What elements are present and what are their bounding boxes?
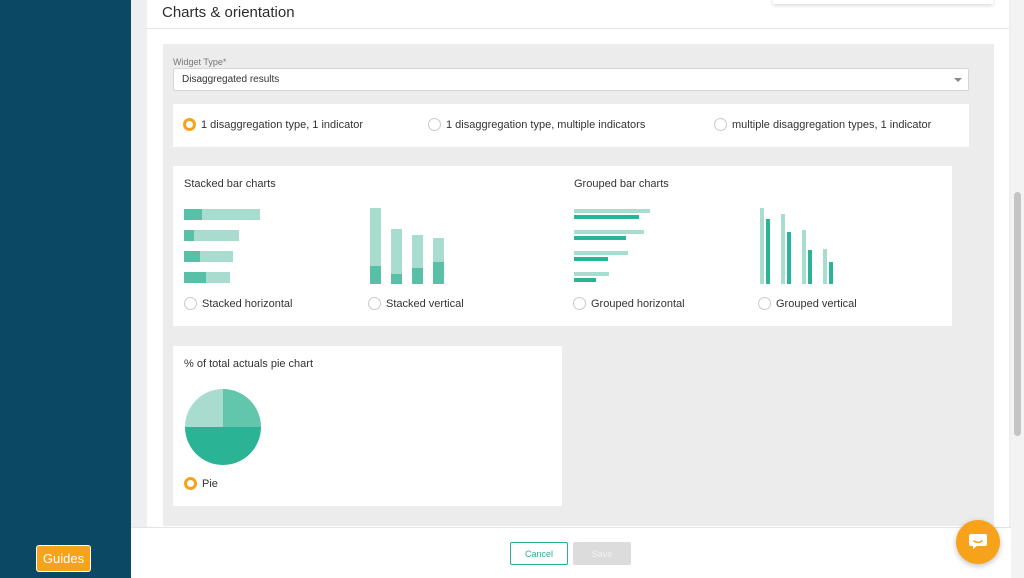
mode-option-label: 1 disaggregation type, multiple indicato… [446, 118, 646, 131]
option-label: Stacked vertical [386, 297, 464, 310]
mode-option-multi-indicators[interactable]: 1 disaggregation type, multiple indicato… [428, 118, 645, 131]
grouped-horizontal-option[interactable]: Grouped horizontal [573, 297, 685, 310]
pie-chart-icon [185, 389, 261, 465]
radio-unselected[interactable] [184, 297, 197, 310]
mode-radio-group: 1 disaggregation type, 1 indicator 1 dis… [173, 104, 969, 147]
pie-heading: % of total actuals pie chart [184, 358, 314, 370]
grouped-vertical-chart-icon [760, 208, 833, 284]
stacked-horizontal-chart-icon [184, 209, 260, 283]
pie-chart-box: % of total actuals pie chart Pie [173, 346, 562, 506]
pie-option[interactable]: Pie [184, 477, 218, 490]
radio-unselected[interactable] [714, 118, 727, 131]
grouped-horizontal-chart-icon [574, 209, 650, 282]
option-label: Grouped vertical [776, 297, 857, 310]
scrollbar[interactable] [1011, 0, 1024, 578]
mode-option-label: multiple disaggregation types, 1 indicat… [732, 118, 932, 131]
divider [147, 28, 1009, 29]
main-area: Charts & orientation Widget Type* Disagg… [131, 0, 1024, 578]
grouped-vertical-option[interactable]: Grouped vertical [758, 297, 857, 310]
widget-type-label: Widget Type* [173, 57, 227, 67]
cancel-button[interactable]: Cancel [510, 542, 568, 565]
footer-bar: Cancel Save [131, 527, 1011, 578]
chevron-down-icon [954, 78, 962, 82]
option-label: Pie [202, 477, 218, 490]
section-title: Charts & orientation [162, 4, 295, 21]
mode-option-multi-disaggregations[interactable]: multiple disaggregation types, 1 indicat… [714, 118, 931, 131]
stacked-horizontal-option[interactable]: Stacked horizontal [184, 297, 293, 310]
scrollbar-thumb[interactable] [1014, 192, 1021, 436]
save-button[interactable]: Save [573, 542, 631, 565]
radio-unselected[interactable] [573, 297, 586, 310]
radio-selected[interactable] [184, 477, 197, 490]
radio-selected[interactable] [183, 118, 196, 131]
widget-type-select[interactable]: Disaggregated results [173, 68, 969, 91]
mode-option-single[interactable]: 1 disaggregation type, 1 indicator [183, 118, 363, 131]
bar-charts-box: Stacked bar charts Grouped bar charts [173, 166, 952, 326]
settings-card: Charts & orientation Widget Type* Disagg… [147, 0, 1009, 578]
sidebar: Guides [0, 0, 131, 578]
option-label: Grouped horizontal [591, 297, 685, 310]
mode-option-label: 1 disaggregation type, 1 indicator [201, 118, 364, 131]
dropdown-edge [773, 0, 993, 4]
stacked-vertical-chart-icon [370, 208, 444, 284]
option-label: Stacked horizontal [202, 297, 293, 310]
chat-button[interactable] [956, 520, 1000, 564]
stacked-vertical-option[interactable]: Stacked vertical [368, 297, 464, 310]
chart-settings-panel: Widget Type* Disaggregated results 1 dis… [163, 44, 994, 526]
radio-unselected[interactable] [368, 297, 381, 310]
guides-button[interactable]: Guides [36, 545, 91, 572]
chat-bubble-icon [969, 534, 987, 549]
radio-unselected[interactable] [428, 118, 441, 131]
widget-type-value: Disaggregated results [182, 74, 280, 85]
stacked-heading: Stacked bar charts [184, 178, 276, 190]
grouped-heading: Grouped bar charts [574, 178, 669, 190]
radio-unselected[interactable] [758, 297, 771, 310]
